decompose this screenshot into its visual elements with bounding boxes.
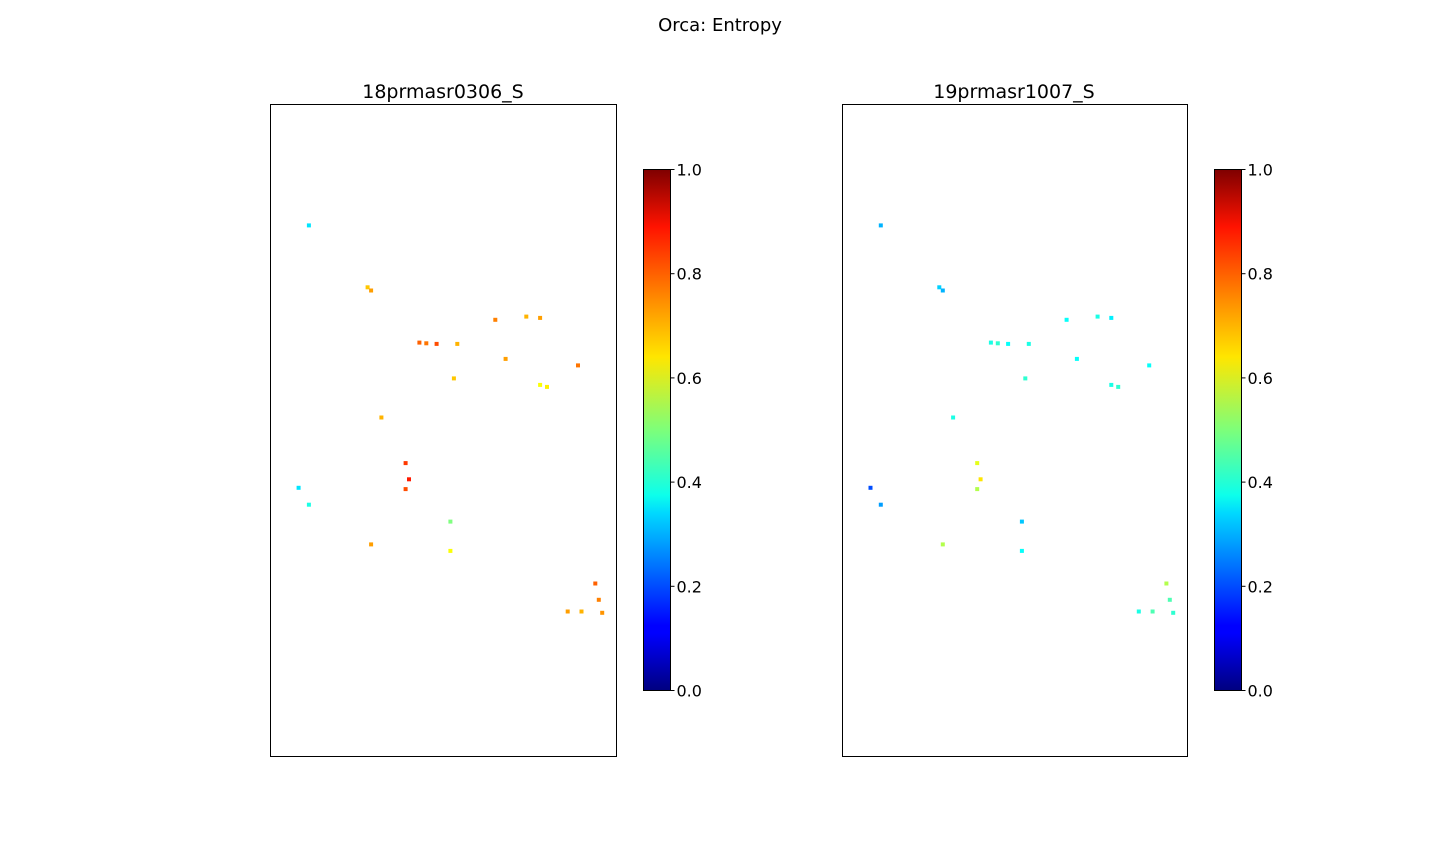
heatmap-cell (951, 415, 956, 420)
heatmap-cell (524, 314, 529, 319)
heatmap-cell (1109, 315, 1114, 320)
heatmap-cell (369, 542, 374, 547)
colorbar-tick-label: 0.4 (1248, 473, 1273, 492)
panel-1-colorbar (643, 169, 671, 691)
heatmap-cell (379, 415, 384, 420)
heatmap-cell (369, 288, 374, 293)
panel-2-plot-frame (842, 104, 1188, 757)
heatmap-cell (579, 609, 584, 614)
colorbar-tick-label: 0.2 (1248, 577, 1273, 596)
panel-1-plot-frame (270, 104, 617, 757)
heatmap-cell (365, 285, 370, 290)
colorbar-tick-label: 0.8 (1248, 265, 1273, 284)
heatmap-cell (878, 502, 883, 507)
panel-2: 19prmasr1007_S 0.0 0.2 0.4 0.6 0.8 1.0 (842, 81, 1273, 757)
panel-1-colorbar-ticks: 0.0 0.2 0.4 0.6 0.8 1.0 (670, 161, 702, 701)
heatmap-cell (868, 485, 873, 490)
heatmap-cell (403, 461, 408, 466)
heatmap-cell (493, 317, 498, 322)
heatmap-cell (1006, 341, 1011, 346)
heatmap-cell (1074, 356, 1079, 361)
heatmap-cell (596, 597, 601, 602)
heatmap-cell (1095, 314, 1100, 319)
colorbar-tick-label: 1.0 (677, 161, 702, 180)
heatmap-cell (1026, 341, 1031, 346)
heatmap-cell (434, 341, 439, 346)
heatmap-cell (1109, 382, 1114, 387)
panel-1-title: 18prmasr0306_S (362, 81, 524, 103)
heatmap-cell (1019, 548, 1024, 553)
heatmap-cell (306, 223, 311, 228)
heatmap-cell (1167, 597, 1172, 602)
colorbar-tick-label: 1.0 (1248, 161, 1273, 180)
heatmap-cell (424, 341, 429, 346)
heatmap-cell (975, 461, 980, 466)
heatmap-cell (403, 487, 408, 492)
heatmap-cell (1019, 519, 1024, 524)
colorbar-tick-label: 0.0 (677, 682, 702, 701)
heatmap-cell (937, 285, 942, 290)
colorbar-tick-label: 0.2 (677, 577, 702, 596)
heatmap-cell (448, 548, 453, 553)
panel-1-heatmap-cells (296, 223, 605, 615)
heatmap-cell (1171, 610, 1176, 615)
heatmap-cell (940, 288, 945, 293)
panel-2-colorbar-ticks: 0.0 0.2 0.4 0.6 0.8 1.0 (1241, 161, 1273, 701)
heatmap-cell (545, 384, 549, 389)
heatmap-cell (407, 477, 411, 482)
heatmap-cell (503, 356, 508, 361)
heatmap-cell (1164, 581, 1169, 586)
heatmap-cell (600, 610, 605, 615)
heatmap-cell (538, 315, 543, 320)
panel-2-colorbar (1214, 169, 1242, 691)
colorbar-tick-label: 0.6 (677, 369, 702, 388)
figure-title: Orca: Entropy (658, 15, 782, 36)
heatmap-cell (988, 340, 993, 345)
heatmap-cell (1136, 609, 1141, 614)
heatmap-cell (455, 341, 460, 346)
panel-2-title: 19prmasr1007_S (933, 81, 1095, 103)
heatmap-cell (448, 519, 453, 524)
heatmap-cell (576, 363, 580, 368)
panel-1: 18prmasr0306_S 0.0 0.2 0.4 0.6 0.8 1.0 (270, 81, 702, 757)
heatmap-cell (565, 609, 570, 614)
heatmap-cell (1064, 317, 1069, 322)
colorbar-tick-label: 0.4 (677, 473, 702, 492)
heatmap-cell (940, 542, 945, 547)
heatmap-cell (306, 502, 311, 507)
heatmap-cell (296, 485, 301, 490)
heatmap-cell (593, 581, 598, 586)
colorbar-tick-label: 0.8 (677, 265, 702, 284)
heatmap-cell (1023, 376, 1028, 381)
heatmap-cell (1147, 363, 1152, 368)
heatmap-cell (1150, 609, 1155, 614)
colorbar-tick-label: 0.6 (1248, 369, 1273, 388)
heatmap-cell (978, 477, 983, 482)
colorbar-tick-label: 0.0 (1248, 682, 1273, 701)
panel-2-heatmap-cells (868, 223, 1176, 615)
heatmap-cell (995, 341, 1000, 346)
heatmap-cell (538, 382, 543, 387)
heatmap-cell (1116, 384, 1121, 389)
heatmap-cell (878, 223, 883, 228)
heatmap-cell (975, 487, 980, 492)
heatmap-cell (451, 376, 456, 381)
heatmap-cell (417, 340, 422, 345)
